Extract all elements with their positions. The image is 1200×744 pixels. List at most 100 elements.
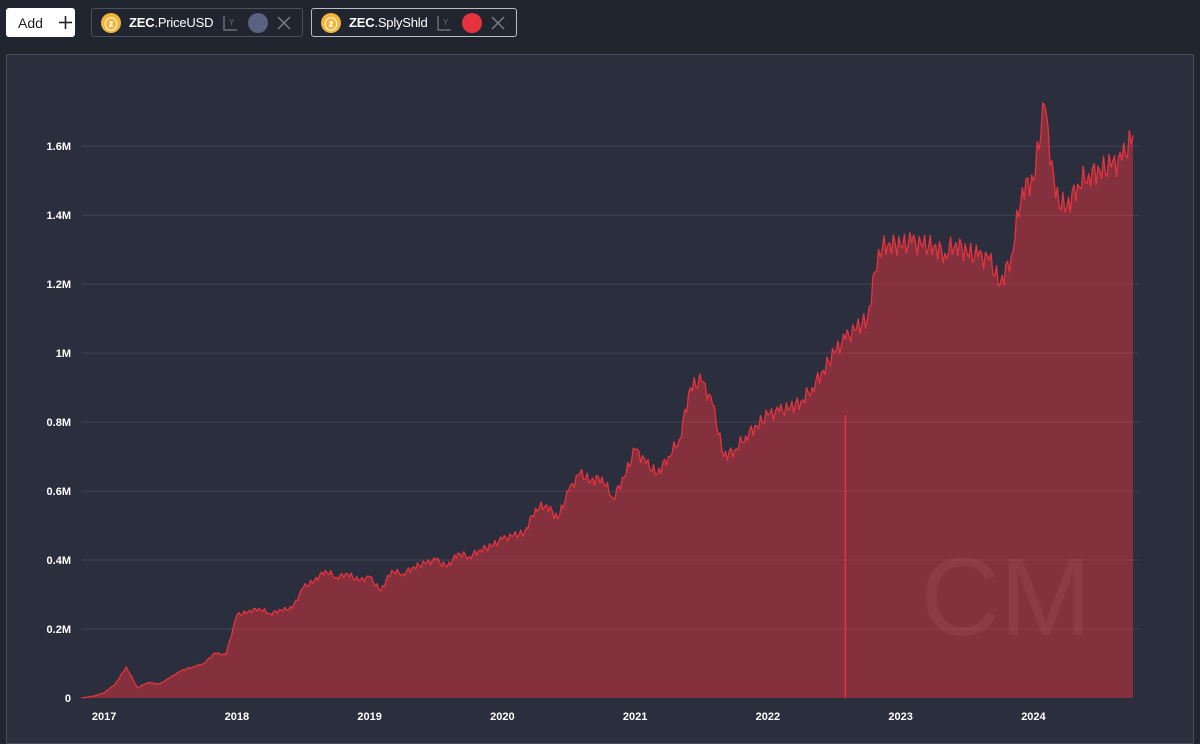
data-point	[656, 473, 658, 475]
data-point	[457, 552, 459, 554]
close-icon[interactable]	[277, 16, 291, 30]
data-point	[125, 666, 127, 668]
zcash-coin-icon: ⓩ	[321, 13, 341, 33]
data-point	[313, 580, 315, 582]
y-tick-label: 0.6M	[47, 486, 71, 498]
y-tick-label: 1.2M	[47, 279, 71, 291]
data-point	[1077, 183, 1079, 185]
series-layer	[81, 102, 1134, 699]
data-point	[357, 580, 360, 582]
data-point	[1032, 180, 1035, 182]
data-point	[280, 609, 282, 611]
data-point	[877, 249, 880, 251]
data-point	[103, 692, 105, 694]
data-point	[645, 462, 647, 465]
data-point	[734, 449, 736, 451]
data-point	[391, 569, 393, 572]
data-point	[335, 576, 338, 578]
data-point	[667, 455, 669, 458]
data-point	[999, 283, 1001, 285]
series-chip-zec-splyshld[interactable]: ⓩ ZEC.SplyShld Y	[311, 8, 517, 37]
data-point	[889, 242, 891, 244]
data-point	[247, 611, 249, 613]
data-point	[169, 676, 172, 678]
data-point	[236, 614, 238, 616]
svg-text:Y: Y	[229, 18, 235, 27]
data-point	[468, 556, 470, 558]
series-line[interactable]	[81, 102, 1134, 699]
y-tick-label: 0	[65, 693, 71, 705]
data-point	[1010, 255, 1012, 258]
data-point	[258, 607, 260, 609]
y-tick-label: 1.4M	[47, 210, 71, 222]
data-point	[800, 400, 802, 403]
data-point	[844, 338, 846, 340]
data-point	[1021, 187, 1023, 189]
x-tick-label: 2017	[92, 711, 116, 723]
add-series-button[interactable]: Add	[6, 8, 75, 37]
zcash-coin-icon: ⓩ	[101, 13, 121, 33]
toolbar: Add ⓩ ZEC.PriceUSD Y ⓩ ZEC.SplyShld Y	[0, 0, 1200, 46]
data-point	[612, 497, 614, 499]
data-point	[833, 352, 835, 354]
data-point	[988, 259, 990, 261]
series-area-fill	[82, 103, 1133, 698]
data-point	[955, 242, 957, 244]
series-color-dot[interactable]	[248, 13, 268, 33]
data-point	[114, 683, 116, 685]
plus-icon	[59, 16, 72, 29]
data-point	[203, 662, 205, 665]
data-point	[158, 683, 161, 685]
data-point	[92, 695, 94, 697]
close-icon[interactable]	[491, 16, 505, 30]
data-point	[789, 407, 791, 409]
y-tick-label: 1.6M	[47, 141, 71, 153]
data-point	[1110, 166, 1112, 168]
x-axis: 2017 2018 2019 2020 2021 2022 2023 2024	[92, 711, 1047, 723]
data-point	[623, 476, 625, 478]
data-point	[634, 449, 636, 451]
data-point	[689, 387, 692, 389]
data-point	[723, 455, 725, 458]
series-color-dot[interactable]	[462, 13, 482, 33]
data-point	[402, 573, 404, 575]
data-point	[324, 569, 326, 572]
data-point	[490, 545, 492, 547]
data-point	[1066, 207, 1068, 209]
y-tick-label: 1M	[56, 348, 71, 360]
svg-text:Y: Y	[443, 18, 449, 27]
data-point	[966, 252, 968, 254]
data-point	[568, 490, 570, 492]
y-axis-icon[interactable]: Y	[222, 14, 238, 32]
data-point	[369, 576, 371, 578]
x-tick-label: 2019	[357, 711, 381, 723]
data-point	[147, 681, 149, 684]
series-chip-zec-priceusd[interactable]: ⓩ ZEC.PriceUSD Y	[91, 8, 303, 37]
data-point	[435, 559, 437, 561]
y-axis-icon[interactable]: Y	[436, 14, 452, 32]
data-point	[678, 438, 681, 440]
data-point	[601, 476, 603, 478]
data-point	[302, 587, 304, 589]
series-chip-label: ZEC.SplyShld	[349, 15, 428, 30]
data-point	[977, 255, 979, 258]
y-tick-label: 0.2M	[47, 624, 71, 636]
data-point	[1054, 197, 1057, 199]
y-axis: 0 0.2M 0.4M 0.6M 0.8M 1M 1.2M 1.4M 1.6M	[47, 141, 71, 705]
data-point	[700, 380, 703, 382]
data-point	[269, 612, 271, 615]
data-point	[291, 607, 293, 609]
data-point	[225, 654, 227, 656]
data-point	[1099, 169, 1101, 171]
data-point	[512, 535, 515, 537]
data-point	[944, 252, 946, 254]
data-point	[1088, 173, 1090, 175]
add-label: Add	[18, 14, 43, 31]
data-point	[479, 549, 481, 551]
data-point	[866, 318, 869, 320]
data-point	[712, 404, 714, 406]
data-point	[192, 666, 194, 668]
data-point	[1132, 135, 1134, 137]
gridlines	[82, 145, 1139, 630]
